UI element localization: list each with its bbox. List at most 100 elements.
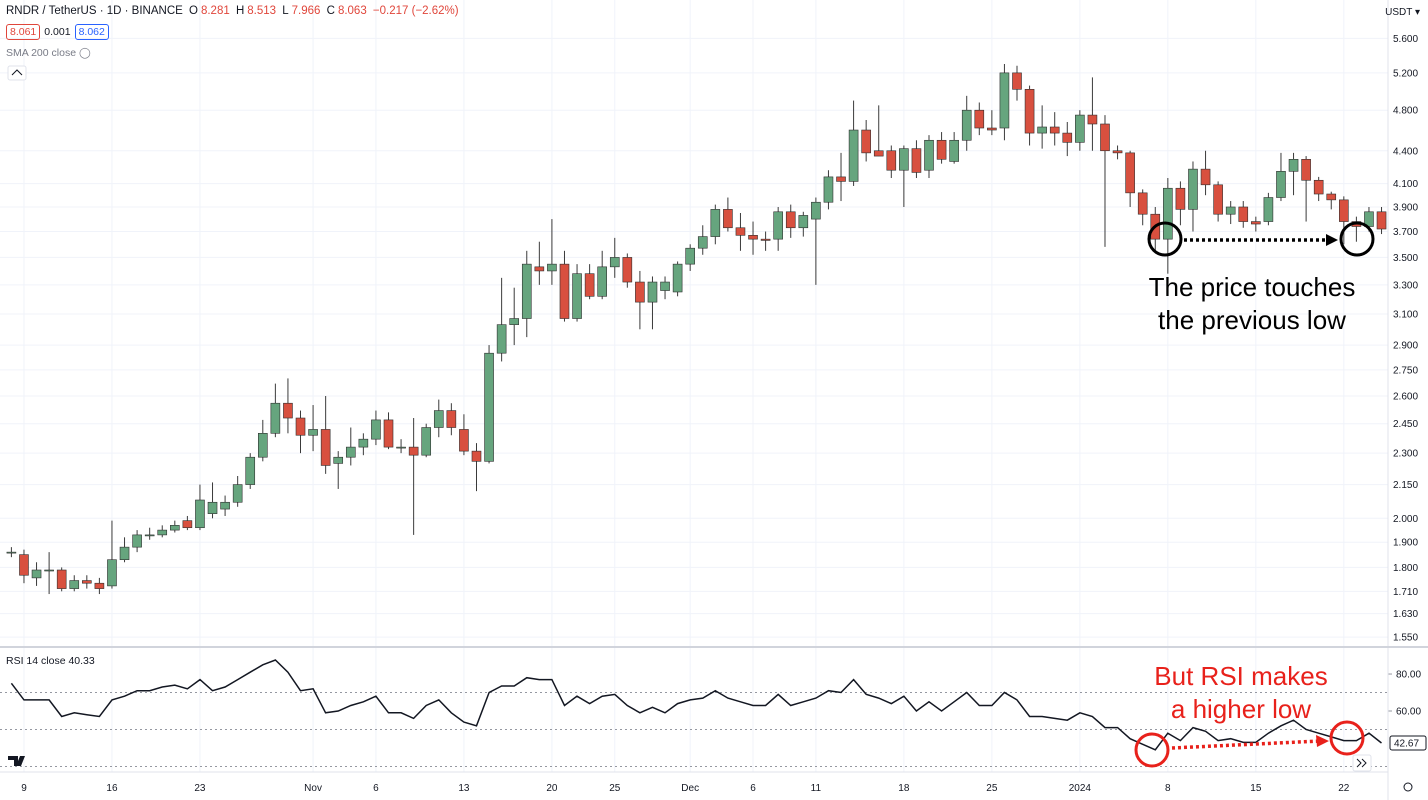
y-tick-label: 2.600 xyxy=(1393,391,1418,402)
x-tick-label: 23 xyxy=(194,783,206,794)
candle-body xyxy=(999,72,1010,129)
candle-body xyxy=(107,559,117,587)
candle-body xyxy=(1313,179,1324,195)
y-tick-label: 5.200 xyxy=(1393,68,1418,79)
candle-body xyxy=(1049,126,1060,134)
candle-body xyxy=(509,318,520,325)
annotation-circle xyxy=(1147,221,1183,257)
candle-body xyxy=(119,546,130,561)
candle-body xyxy=(647,281,658,303)
annotation-text: But RSI makes xyxy=(1154,661,1327,691)
candle-body xyxy=(69,580,80,589)
candle-body xyxy=(1163,187,1173,240)
y-tick-label: 2.150 xyxy=(1393,480,1418,491)
candle-body xyxy=(1251,221,1261,225)
arrow-head xyxy=(1316,735,1329,747)
x-tick-label: 22 xyxy=(1338,783,1350,794)
candle-body xyxy=(1087,114,1098,125)
ask[interactable]: 8.062 xyxy=(74,24,109,40)
candle-body xyxy=(471,450,482,462)
settings-icon[interactable] xyxy=(1403,782,1413,792)
y-tick-label: 1.630 xyxy=(1393,609,1418,620)
annotation-circle xyxy=(1329,720,1365,756)
y-tick-label: 3.900 xyxy=(1393,202,1418,213)
bid[interactable]: 8.061 xyxy=(6,24,41,40)
candle-body xyxy=(748,235,758,240)
collapse-button[interactable] xyxy=(7,65,27,81)
candle-body xyxy=(936,139,947,160)
x-tick-label: 25 xyxy=(609,783,621,794)
candle-body xyxy=(1301,159,1311,181)
candle-body xyxy=(1125,152,1135,194)
candle-body xyxy=(295,417,306,436)
candle-body xyxy=(584,273,595,297)
candle-body xyxy=(1062,132,1073,143)
candle-body xyxy=(132,534,142,548)
ohlc-value: 8.513 xyxy=(247,5,277,17)
y-tick-label: 3.100 xyxy=(1393,310,1418,321)
y-tick-label: 4.100 xyxy=(1393,179,1418,190)
annotation-circle xyxy=(1339,221,1375,257)
change: −0.217 (−2.62%) xyxy=(372,5,459,17)
y-tick-label: 2.750 xyxy=(1393,365,1418,376)
candle-body xyxy=(82,580,92,584)
candle-body xyxy=(534,266,545,272)
candle-body xyxy=(735,227,746,236)
y-tick-label: 1.900 xyxy=(1393,538,1418,549)
x-tick-label: 8 xyxy=(1165,783,1171,794)
candle-body xyxy=(345,446,356,458)
currency-label: USDT xyxy=(1385,7,1413,18)
candle-body xyxy=(195,499,205,529)
y-tick-label: 3.700 xyxy=(1393,227,1418,238)
sma-label: SMA 200 close xyxy=(6,47,77,59)
x-tick-label: 11 xyxy=(811,783,822,794)
candle-body xyxy=(811,201,821,220)
candle-body xyxy=(371,419,381,440)
candle-body xyxy=(484,352,494,462)
candle-body xyxy=(949,139,959,162)
candle-body xyxy=(19,554,29,576)
rsi-tick-label: 60.00 xyxy=(1396,707,1421,718)
candle-body xyxy=(283,402,293,419)
candle-body xyxy=(94,582,105,589)
ohlc-key: H xyxy=(235,5,245,17)
y-tick-label: 3.500 xyxy=(1393,253,1418,264)
ohlc-value: 8.281 xyxy=(200,5,230,17)
candle-body xyxy=(572,273,582,319)
scroll-button[interactable] xyxy=(1352,754,1372,772)
candle-body xyxy=(785,211,796,229)
rsi-value-box xyxy=(1389,735,1427,751)
x-tick-label: 15 xyxy=(1250,783,1262,794)
collapse-icon xyxy=(11,69,23,76)
candle-body xyxy=(1175,187,1186,210)
candle-body xyxy=(609,257,620,268)
scroll-icon xyxy=(1356,758,1367,768)
spread: 0.001 xyxy=(44,26,71,38)
candle-body xyxy=(521,263,532,319)
candle-body xyxy=(170,525,180,531)
x-tick-label: 2024 xyxy=(1069,783,1092,794)
candle-body xyxy=(408,446,419,456)
candle-body xyxy=(697,236,708,249)
candle-body xyxy=(823,176,834,203)
candle-body xyxy=(1112,150,1123,154)
candle-body xyxy=(760,238,771,241)
y-tick-label: 1.800 xyxy=(1393,563,1418,574)
currency[interactable]: USDT ▾ xyxy=(1385,7,1420,18)
annotation-arrow xyxy=(1171,739,1321,750)
x-tick-label: 9 xyxy=(21,783,27,794)
candle-body xyxy=(773,211,783,240)
eye-icon[interactable]: ◯ xyxy=(78,47,91,59)
candle-body xyxy=(358,438,369,448)
candle-body xyxy=(1276,171,1286,198)
candle-body xyxy=(1326,193,1337,201)
ohlc-key: L xyxy=(282,5,289,17)
ohlc-value: 7.966 xyxy=(291,5,321,17)
candle-body xyxy=(1288,159,1299,172)
sma-legend: SMA 200 close ◯ xyxy=(6,47,91,59)
symbol[interactable]: RNDR / TetherUS · 1D · BINANCE xyxy=(6,5,183,17)
candle-body xyxy=(547,263,557,272)
candle-body xyxy=(848,129,859,182)
candle-body xyxy=(496,324,507,354)
